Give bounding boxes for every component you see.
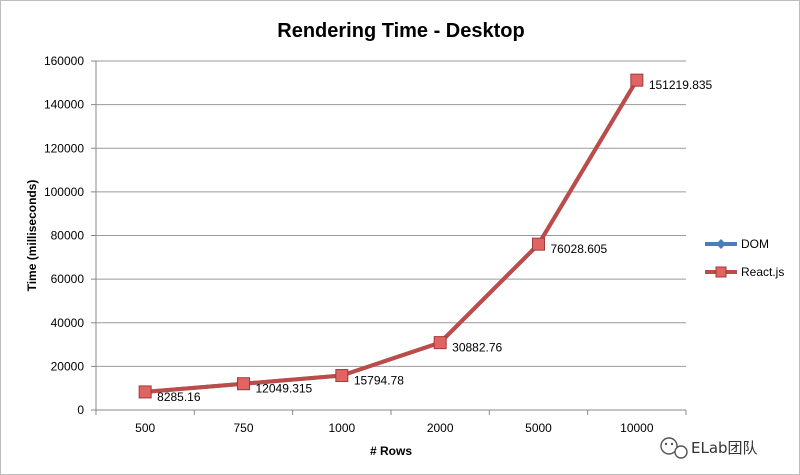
series-1-point-0 [138,385,152,399]
data-label-1: 12049.315 [256,382,313,396]
x-tick-labels: 500 750 1000 2000 5000 10000 [135,421,654,435]
series-1-point-4 [532,237,545,251]
x-tick-label-4: 5000 [525,421,552,435]
gridlines [96,60,686,367]
series-line-1 [143,78,639,394]
x-tick-label-2: 1000 [328,421,355,435]
series-1-point-5 [630,73,644,87]
wechat-icon [660,437,688,459]
x-tick-label-0: 500 [135,421,155,435]
y-axis-title: Time (milliseconds) [25,180,39,292]
axes [91,60,687,415]
y-tick-labels: 0 20000 40000 60000 80000 100000 120000 140000 1… [44,54,84,417]
chart-title: Rendering Time - Desktop [277,20,524,42]
series-line-0 [143,78,639,394]
y-tick-label-7: 140000 [44,98,84,112]
x-tick-label-5: 10000 [620,421,654,435]
legend: DOM React.js [705,237,784,279]
legend-marker-0 [716,239,726,249]
data-labels: 8285.16 12049.315 15794.78 30882.76 76028.60… [157,78,712,404]
legend-marker-1 [715,266,727,278]
watermark: ELab团队 [660,437,758,459]
series-1-point-2 [335,369,349,383]
y-tick-label-0: 0 [77,403,84,417]
series-1-point-3 [433,336,447,350]
y-tick-label-5: 100000 [44,185,84,199]
data-label-5: 151219.835 [649,78,713,92]
x-tick-label-1: 750 [233,421,253,435]
legend-label-1: React.js [741,265,784,279]
data-label-4: 76028.605 [551,242,608,256]
watermark-text: ELab团队 [691,439,758,457]
y-tick-label-6: 120000 [44,141,84,155]
series-1-point-1 [237,377,250,391]
data-label-3: 30882.76 [452,341,502,355]
legend-label-0: DOM [741,237,769,251]
y-tick-label-4: 80000 [51,229,85,243]
y-tick-label-2: 40000 [51,316,85,330]
x-tick-label-3: 2000 [427,421,454,435]
x-axis-title: # Rows [370,444,412,458]
data-label-2: 15794.78 [354,374,404,388]
y-tick-label-8: 160000 [44,54,84,68]
y-tick-label-1: 20000 [51,359,85,373]
y-tick-label-3: 60000 [51,272,85,286]
series-group [138,73,644,399]
data-label-0: 8285.16 [157,390,201,404]
